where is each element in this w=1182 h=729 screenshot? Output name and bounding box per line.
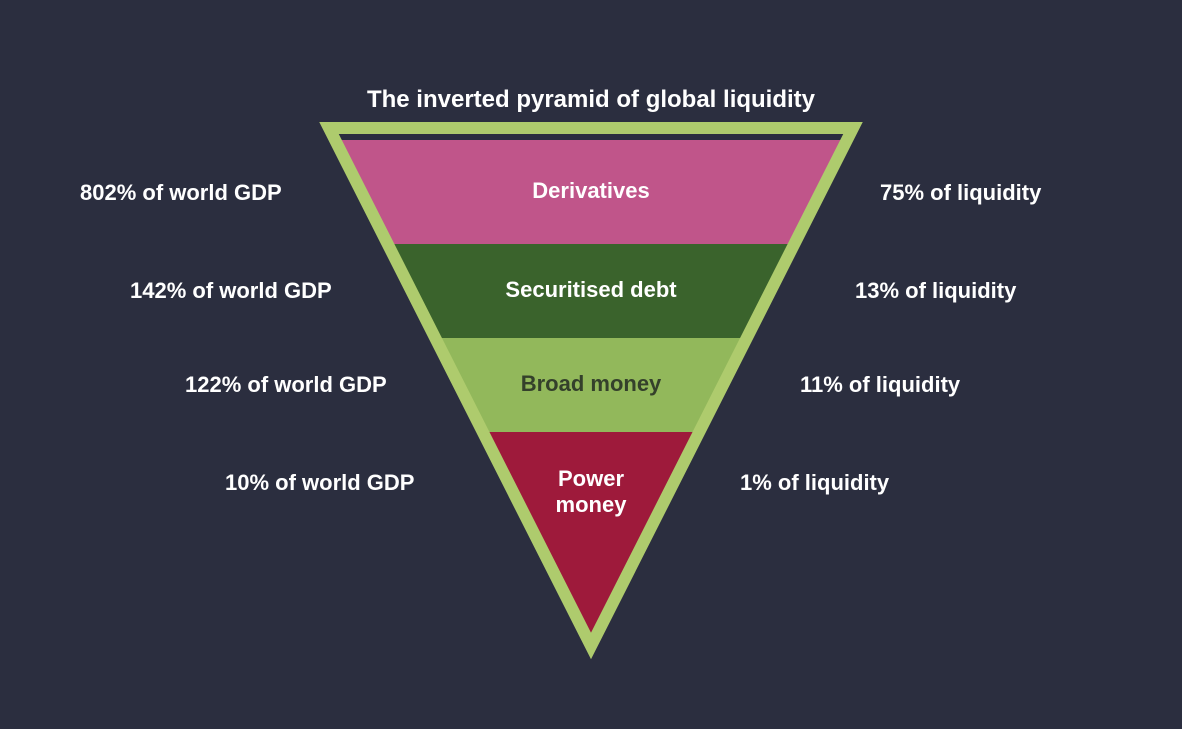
inverted-pyramid: Derivatives Securitised debt Broad money… — [0, 0, 1182, 729]
gdp-label-power-money: 10% of world GDP — [225, 470, 414, 496]
gdp-label-derivatives: 802% of world GDP — [80, 180, 282, 206]
segment-label-power-money: Powermoney — [556, 466, 628, 517]
liquidity-label-broad-money: 11% of liquidity — [800, 372, 960, 398]
segment-label-securitised-debt: Securitised debt — [505, 277, 677, 302]
liquidity-label-derivatives: 75% of liquidity — [880, 180, 1041, 206]
liquidity-label-power-money: 1% of liquidity — [740, 470, 889, 496]
liquidity-label-securitised-debt: 13% of liquidity — [855, 278, 1016, 304]
segment-power-money — [483, 432, 699, 634]
diagram-stage: The inverted pyramid of global liquidity… — [0, 0, 1182, 729]
segment-label-broad-money: Broad money — [521, 371, 662, 396]
gdp-label-securitised-debt: 142% of world GDP — [130, 278, 332, 304]
segment-label-derivatives: Derivatives — [532, 178, 649, 203]
gdp-label-broad-money: 122% of world GDP — [185, 372, 387, 398]
